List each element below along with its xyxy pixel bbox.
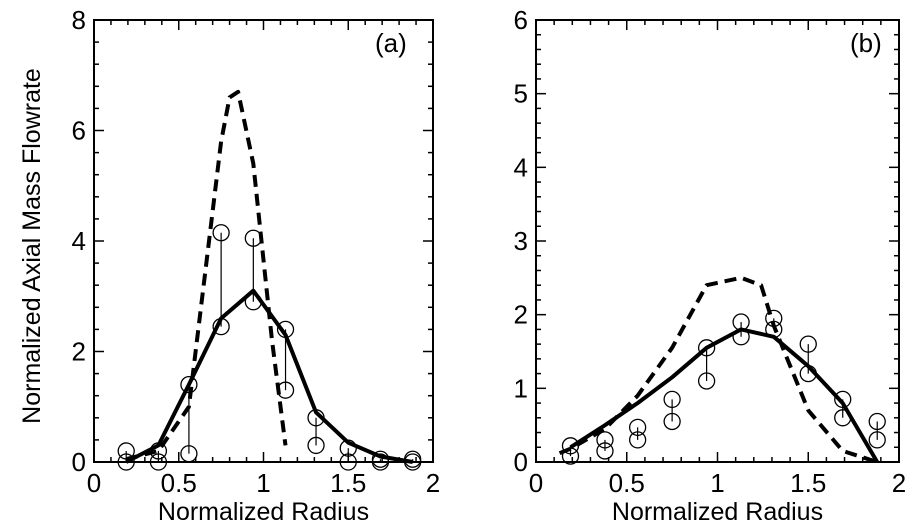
data-point-marker — [868, 431, 886, 449]
y-tick-label: 2 — [72, 337, 86, 367]
data-point-marker — [663, 390, 681, 409]
chart-panel-a: 0 2 4 6 8 0 0.5 1 1.5 2 (a) Normalized Radius No… — [18, 5, 440, 526]
dashed-series-line — [125, 89, 288, 462]
x-tick-label: 0.5 — [609, 468, 645, 498]
data-point-marker — [799, 335, 817, 353]
data-point-marker — [596, 442, 614, 460]
panel-label: (a) — [375, 28, 407, 58]
data-point-marker — [628, 431, 647, 449]
panel-label: (b) — [850, 28, 882, 58]
x-axis-label: Normalized Radius — [612, 498, 823, 526]
y-tick-label: 6 — [72, 116, 86, 146]
y-tick-label: 0 — [72, 447, 86, 477]
plot-frame — [93, 19, 434, 463]
y-tick-label: 6 — [514, 5, 528, 35]
plot-frame — [535, 19, 900, 463]
data-point-marker — [868, 412, 886, 431]
data-point-marker — [180, 445, 198, 463]
data-point-marker — [307, 436, 325, 455]
data-point-marker — [149, 453, 168, 471]
y-tick-label: 5 — [514, 79, 528, 109]
x-tick-label: 1.5 — [330, 468, 366, 498]
data-point-marker — [212, 224, 230, 242]
x-tick-label: 2 — [892, 468, 906, 498]
data-point-marker — [697, 339, 716, 357]
data-point-marker — [697, 372, 716, 390]
data-point-marker — [561, 447, 580, 465]
data-point-marker — [834, 390, 852, 409]
x-axis-label: Normalized Radius — [158, 498, 369, 526]
data-point-marker — [596, 431, 614, 449]
x-tick-label: 1 — [710, 468, 724, 498]
dashed-series-line — [558, 275, 878, 464]
x-tick-label: 0 — [87, 468, 101, 498]
y-tick-label: 8 — [72, 5, 86, 35]
y-tick-label: 4 — [514, 152, 528, 182]
data-point-marker — [628, 418, 647, 437]
data-point-marker — [663, 412, 681, 431]
x-tick-label: 1 — [256, 468, 270, 498]
data-point-marker — [339, 453, 357, 471]
x-tick-label: 2 — [426, 468, 440, 498]
y-axis-label: Normalized Axial Mass Flowrate — [18, 68, 46, 424]
solid-series-line — [125, 288, 414, 464]
x-tick-label: 0 — [529, 468, 543, 498]
y-tick-label: 2 — [514, 300, 528, 330]
y-tick-label: 4 — [72, 226, 86, 256]
y-tick-label: 1 — [514, 373, 528, 403]
y-tick-label: 3 — [514, 226, 528, 256]
x-tick-label: 0.5 — [161, 468, 197, 498]
solid-series-line — [569, 327, 879, 464]
data-point-marker — [117, 453, 135, 471]
chart-panel-b: 0 1 2 3 4 5 6 0 0.5 1 1.5 2 (b) Normalized Radius — [514, 5, 907, 526]
x-tick-label: 1.5 — [790, 468, 826, 498]
y-tick-label: 0 — [514, 447, 528, 477]
